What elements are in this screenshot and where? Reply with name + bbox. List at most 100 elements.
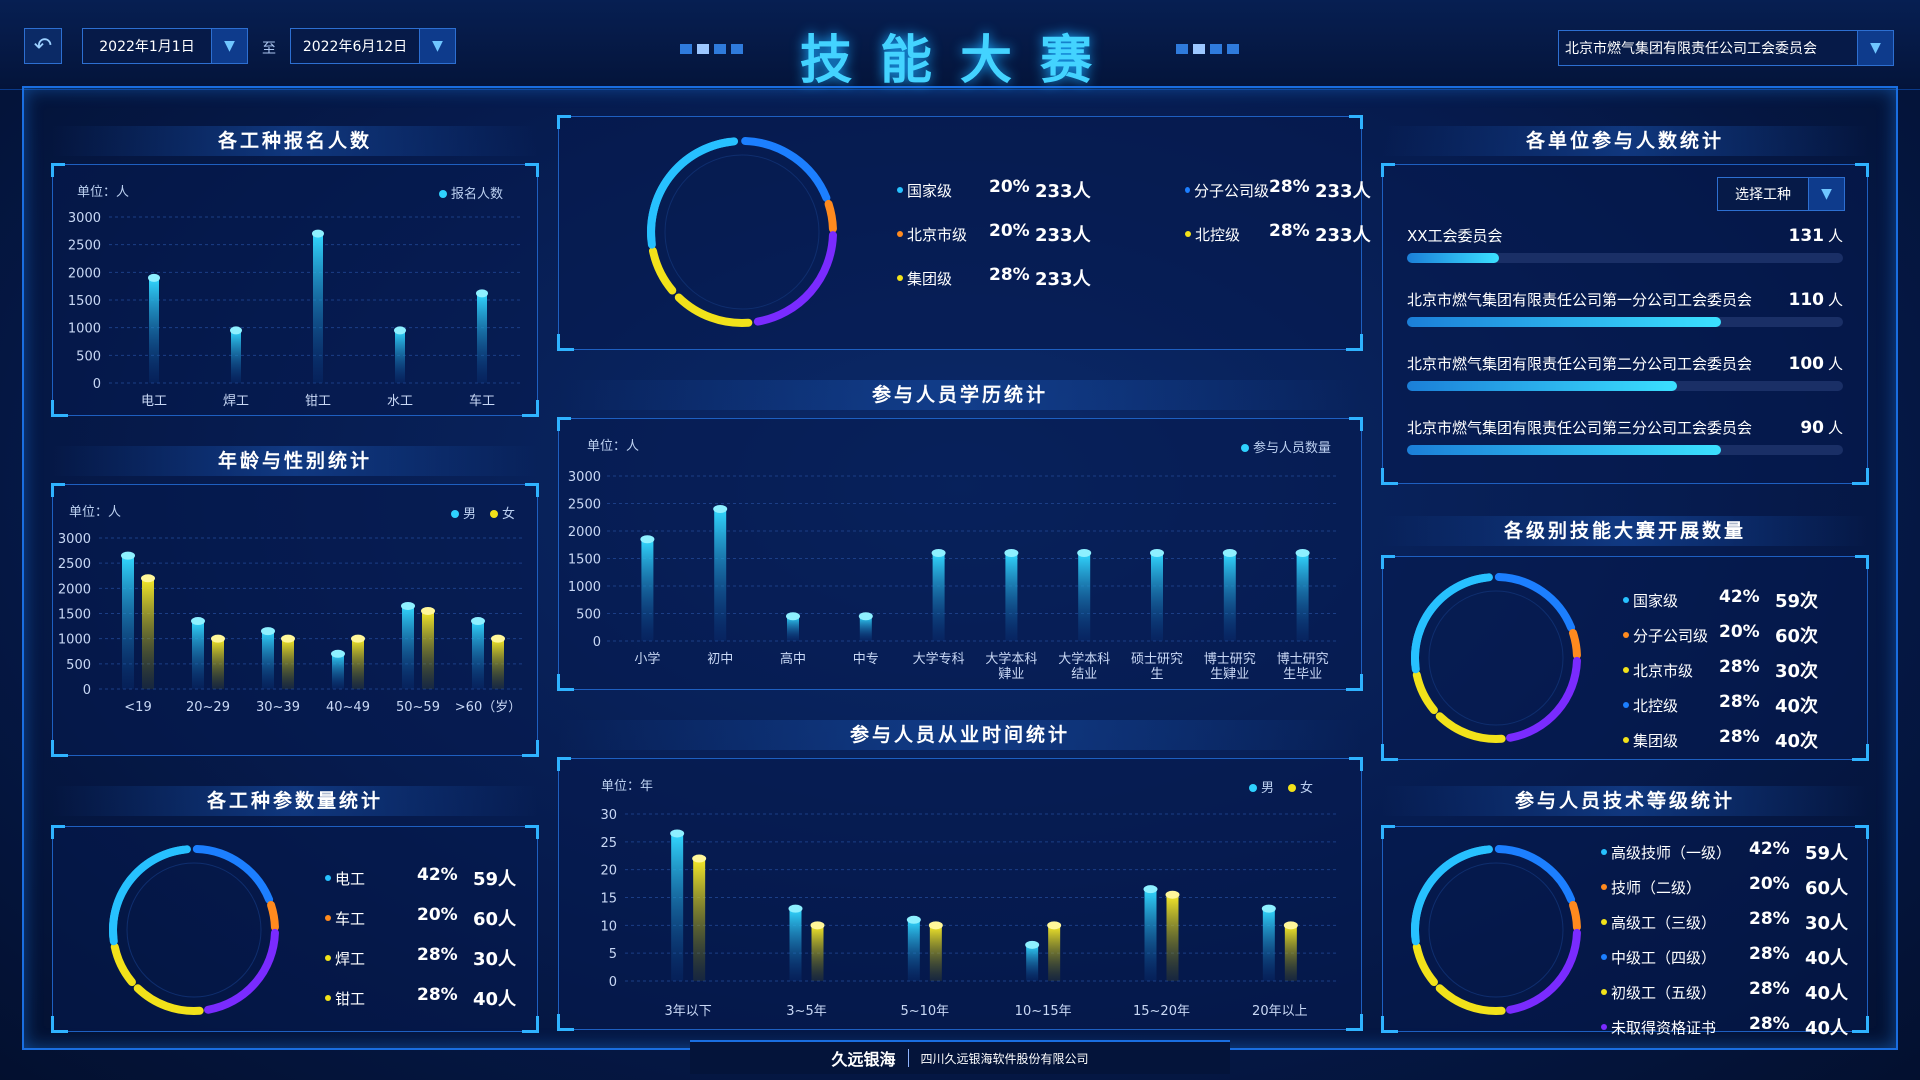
legend-dot	[1623, 597, 1629, 603]
x-tick-label: 焊工	[223, 393, 249, 409]
legend-dot	[325, 955, 331, 961]
bar	[929, 925, 942, 981]
bar	[395, 330, 405, 383]
back-arrow-icon: ↶	[33, 33, 53, 59]
donut-legend-percent: 20%	[417, 905, 458, 925]
age-panel: 单位：人 男 女 0 500 1000 1500 2000 2500 3000 <19 20~2…	[51, 483, 539, 757]
title-decoration-right	[1176, 44, 1239, 54]
y-tick-label: 0	[93, 377, 101, 392]
bar-cap	[1165, 890, 1180, 899]
panel-title-units: 各单位参与人数统计	[1382, 126, 1868, 156]
unit-label: 单位：人	[77, 185, 130, 200]
y-tick-label: 2000	[568, 525, 601, 540]
donut-inner-ring	[664, 154, 820, 310]
unit-label: 单位：年	[601, 779, 654, 794]
bar-cap	[931, 549, 946, 557]
worker-donut-chart	[109, 845, 279, 1015]
x-tick-label: 博士研究	[1204, 652, 1256, 667]
donut-legend-percent: 28%	[1719, 692, 1760, 712]
donut-legend-percent: 20%	[989, 177, 1030, 197]
donut-legend-label: 北京市级	[1623, 657, 1719, 683]
x-tick-label: 肄业	[998, 667, 1024, 682]
legend-dot	[1601, 989, 1607, 995]
y-tick-label: 2000	[68, 266, 101, 281]
donut-segment	[133, 984, 204, 1015]
donut-legend-percent: 28%	[1749, 944, 1790, 964]
end-date-value: 2022年6月12日	[302, 39, 408, 55]
donut-legend-count: 30人	[1805, 913, 1849, 934]
x-tick-label: 钳工	[305, 394, 331, 409]
unit-name: 北京市燃气集团有限责任公司第一分公司工会委员会	[1407, 291, 1753, 309]
donut-segment	[1435, 712, 1506, 743]
bar	[477, 293, 487, 383]
legend-item-female: 女	[489, 503, 515, 522]
start-date-value: 2022年1月1日	[99, 39, 195, 55]
x-tick-label: 3~5年	[786, 1004, 826, 1019]
y-tick-label: 10	[600, 919, 617, 934]
x-tick-label: 3年以下	[665, 1004, 712, 1019]
donut-segment	[267, 900, 279, 932]
caret-down-icon[interactable]: ▼	[1808, 178, 1844, 210]
org-select[interactable]: 北京市燃气集团有限责任公司工会委员会 ▼	[1558, 30, 1894, 66]
donut-legend-label: 集团级	[1623, 727, 1719, 753]
donut-legend-count: 30次	[1775, 661, 1819, 682]
x-tick-label: 大学专科	[913, 651, 965, 667]
worker-type-panel: 电工 42% 59人 车工 20% 60人 焊工 28% 30人 钳工 28% 40人	[51, 825, 539, 1033]
x-tick-label: 水工	[387, 394, 413, 409]
end-date-picker[interactable]: 2022年6月12日 ▼	[290, 28, 456, 64]
bar	[1284, 925, 1297, 981]
chart-legend: 男 女	[1248, 777, 1313, 796]
bar	[282, 638, 294, 689]
bar	[907, 919, 920, 981]
legend-item-female: 女	[1287, 777, 1313, 796]
level-donut-chart	[1411, 573, 1581, 743]
donut-segment	[109, 845, 187, 946]
work-type-select[interactable]: 选择工种 ▼	[1717, 177, 1845, 211]
x-tick-label: 初中	[707, 652, 733, 667]
unit-value: 110 人	[1788, 290, 1843, 310]
donut-inner-ring	[126, 862, 262, 998]
bar-cap	[1047, 921, 1062, 930]
legend-item-male: 男	[450, 503, 476, 522]
caret-down-icon[interactable]: ▼	[1857, 31, 1893, 65]
bar	[149, 277, 159, 383]
units-panel: 选择工种 ▼ XX工会委员会 131 人 北京市燃气集团有限责任公司第一分公司工会…	[1381, 163, 1869, 485]
donut-legend-label: 分子公司级	[1185, 177, 1269, 203]
legend-item: 报名人数	[438, 183, 503, 202]
bar-cap	[713, 505, 728, 513]
bar-cap	[906, 915, 921, 924]
back-button[interactable]: ↶	[24, 28, 62, 64]
bar	[422, 610, 434, 689]
top-level-panel: 国家级 20% 233人 分子公司级 28% 233人 北京市级 20% 233人 北控级 28% 2…	[557, 115, 1371, 351]
bar	[1262, 908, 1275, 981]
bar-cap	[1295, 549, 1310, 557]
donut-legend-label: 北控级	[1623, 692, 1719, 718]
donut-legend-percent: 42%	[1749, 839, 1790, 859]
donut-legend-label: 钳工	[325, 985, 417, 1011]
caret-down-icon[interactable]: ▼	[211, 29, 247, 63]
bar	[1144, 889, 1157, 981]
unit-progress-track	[1407, 445, 1843, 455]
donut-legend-percent: 28%	[1269, 221, 1310, 241]
donut-segment	[741, 137, 831, 202]
y-tick-label: 2500	[568, 498, 601, 513]
y-tick-label: 1500	[58, 608, 91, 623]
bar	[693, 858, 706, 981]
bar	[1296, 553, 1309, 641]
y-tick-label: 15	[600, 892, 617, 907]
donut-legend-label: 分子公司级	[1623, 622, 1719, 648]
donut-segment	[1411, 573, 1489, 674]
tech-level-panel: 高级技师（一级） 42% 59人 技师（二级） 20% 60人 高级工（三级） 28% 30人中…	[1381, 825, 1869, 1039]
unit-progress-fill	[1407, 381, 1678, 391]
bar-cap	[1077, 549, 1092, 557]
start-date-picker[interactable]: 2022年1月1日 ▼	[82, 28, 248, 64]
chart-legend: 报名人数	[438, 183, 503, 202]
unit-progress-fill	[1407, 445, 1721, 455]
work-years-panel: 单位：年 男 女 0 5 10 15 20 25 30 3年以下 3~5年 5~10年 10~15年…	[557, 757, 1363, 1031]
caret-down-icon[interactable]: ▼	[419, 29, 455, 63]
donut-legend-count: 30人	[473, 949, 517, 970]
panel-title-worker: 各工种参数量统计	[52, 786, 538, 816]
legend-dot	[1623, 632, 1629, 638]
donut-legend-label: 国家级	[1623, 587, 1719, 613]
donut-legend-count: 40人	[1805, 948, 1849, 969]
